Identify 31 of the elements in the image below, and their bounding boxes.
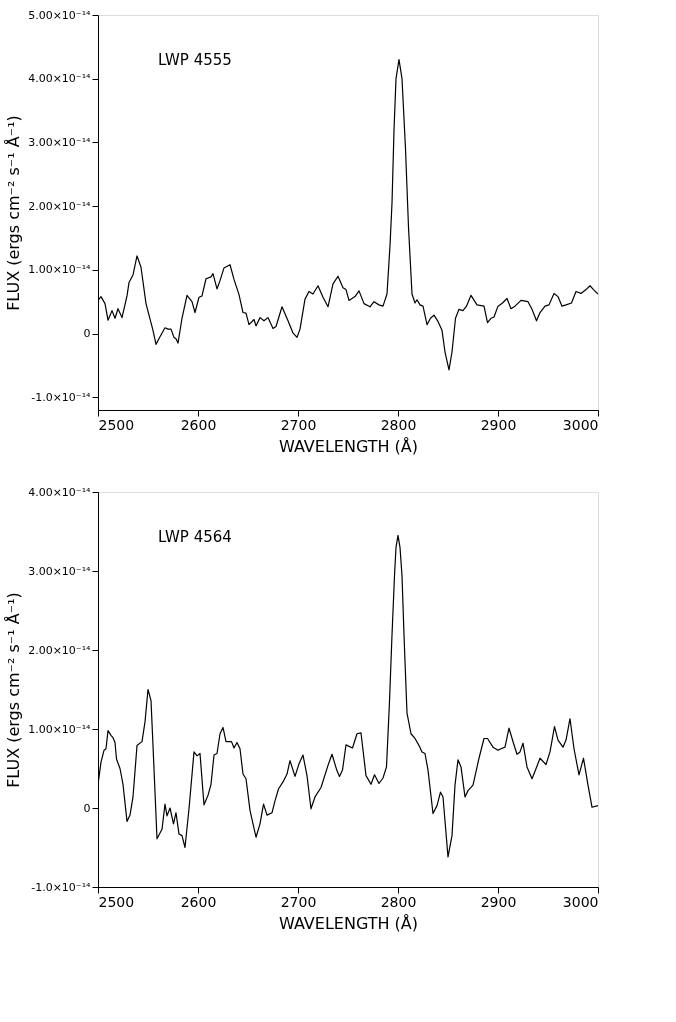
y-tick-label: 4.00×10⁻¹⁴	[28, 72, 92, 86]
annotation: LWP 4564	[158, 528, 232, 546]
x-tick-label: 2600	[180, 416, 217, 433]
y-tick-label: 4.00×10⁻¹⁴	[28, 485, 92, 499]
x-tick-label: 2800	[380, 416, 417, 433]
x-tick-label: 2500	[98, 416, 135, 433]
x-tick-label: 2700	[280, 416, 317, 433]
y-tick-label: -1.0×10⁻¹⁴	[31, 390, 92, 404]
y-tick-label: -1.0×10⁻¹⁴	[31, 880, 92, 894]
x-tick-label: 2900	[480, 893, 517, 910]
y-tick-label: 3.00×10⁻¹⁴	[28, 135, 92, 149]
y-tick-label: 2.00×10⁻¹⁴	[28, 643, 92, 657]
x-tick-label: 2900	[480, 416, 517, 433]
y-tick-label: 0	[83, 327, 91, 341]
x-tick-label: 3000	[562, 416, 599, 433]
y-tick-label: 2.00×10⁻¹⁴	[28, 199, 92, 213]
x-tick-label: 3000	[562, 893, 599, 910]
y-tick-label: 3.00×10⁻¹⁴	[28, 564, 92, 578]
x-axis-title: WAVELENGTH (Å)	[278, 913, 419, 933]
y-tick-label: 1.00×10⁻¹⁴	[28, 263, 92, 277]
y-tick-label: 5.00×10⁻¹⁴	[28, 8, 92, 22]
y-tick-label: 0	[83, 801, 91, 815]
annotation: LWP 4555	[158, 51, 232, 69]
x-tick-label: 2500	[98, 893, 135, 910]
x-tick-label: 2700	[280, 893, 317, 910]
x-tick-label: 2800	[380, 893, 417, 910]
y-axis-title: FLUX (ergs cm⁻² s⁻¹ Å⁻¹)	[4, 592, 24, 788]
x-tick-label: 2600	[180, 893, 217, 910]
y-axis-title: FLUX (ergs cm⁻² s⁻¹ Å⁻¹)	[4, 115, 24, 311]
x-axis-title: WAVELENGTH (Å)	[278, 436, 419, 456]
y-tick-label: 1.00×10⁻¹⁴	[28, 722, 92, 736]
